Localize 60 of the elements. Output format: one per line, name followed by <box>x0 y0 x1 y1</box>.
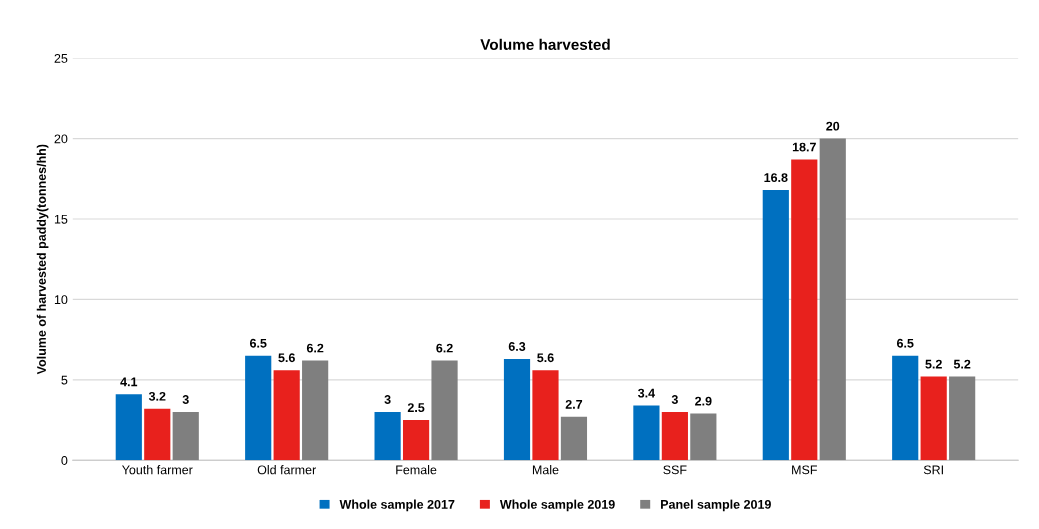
bar <box>532 370 559 461</box>
x-tick-label: SRI <box>923 465 943 475</box>
bar <box>431 360 458 461</box>
bar <box>690 413 717 461</box>
bar <box>949 376 976 461</box>
bar <box>633 405 660 461</box>
y-tick-label: 5 <box>61 375 68 385</box>
data-label: 4.1 <box>120 377 138 387</box>
legend-label: Whole sample 2019 <box>499 499 615 512</box>
y-tick-label: 15 <box>54 214 68 224</box>
data-label: 3.2 <box>148 391 166 401</box>
bar <box>172 411 199 461</box>
data-label: 6.3 <box>508 342 526 351</box>
data-label: 3 <box>182 395 189 404</box>
data-label: 18.7 <box>792 142 816 152</box>
x-tick-label: MSF <box>792 465 817 475</box>
x-tick-label: SSF <box>663 465 687 475</box>
bar <box>245 355 272 461</box>
bar <box>819 138 846 461</box>
x-tick-label: Youth farmer <box>121 465 193 475</box>
bar <box>273 370 300 461</box>
data-label: 3.4 <box>638 388 656 398</box>
data-label: 5.2 <box>925 359 942 369</box>
data-label: 16.8 <box>764 173 788 183</box>
data-label: 2.7 <box>565 399 583 409</box>
bar <box>503 358 531 461</box>
data-label: 6.2 <box>436 343 453 353</box>
data-label: 6.2 <box>306 343 324 353</box>
data-label: 3 <box>384 395 391 404</box>
x-tick-label: Male <box>532 465 559 475</box>
data-label: 6.5 <box>249 338 267 348</box>
legend-label: Panel sample 2019 <box>661 499 771 512</box>
y-tick-label: 0 <box>61 456 68 465</box>
bar <box>374 411 401 461</box>
bar <box>661 411 688 461</box>
data-label: 2.9 <box>695 396 712 406</box>
y-tick-label: 20 <box>54 134 68 144</box>
data-label: 5.2 <box>953 359 971 369</box>
x-tick-label: Female <box>396 465 437 475</box>
bar <box>144 408 171 461</box>
bar <box>892 355 919 461</box>
data-label: 5.6 <box>537 353 554 363</box>
y-tick-label: 25 <box>54 53 68 63</box>
x-tick-label: Old farmer <box>257 465 316 475</box>
y-axis-title: Volume of harvested paddy(tonnes/hh) <box>36 144 49 375</box>
bar <box>402 420 430 461</box>
chart-title: Volume harvested <box>480 38 610 51</box>
data-label: 20 <box>826 121 840 131</box>
data-label: 2.5 <box>407 403 425 412</box>
bar <box>762 190 789 461</box>
data-label: 6.5 <box>896 338 914 348</box>
y-tick-label: 10 <box>54 295 68 305</box>
bar <box>115 394 142 461</box>
bar <box>791 159 818 461</box>
bar <box>920 376 947 461</box>
data-label: 5.6 <box>278 353 295 363</box>
legend-label: Whole sample 2017 <box>339 499 455 512</box>
data-label: 3 <box>671 395 678 404</box>
bar <box>560 416 588 461</box>
bar <box>302 360 329 461</box>
